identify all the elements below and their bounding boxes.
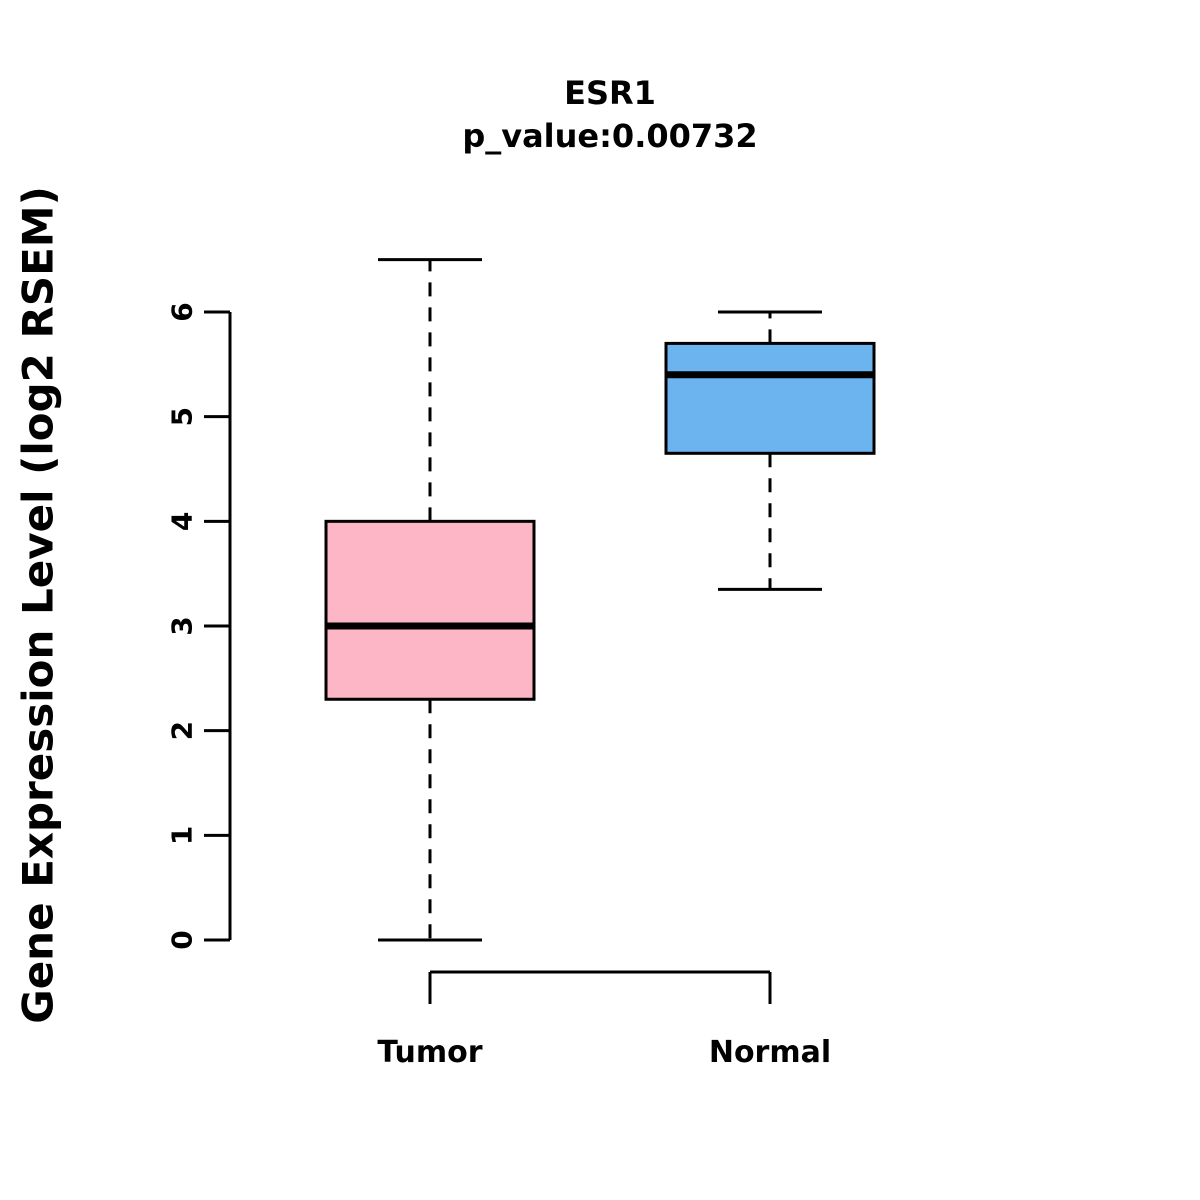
y-tick-label: 3 xyxy=(166,616,199,635)
title-block: ESR1 p_value:0.00732 xyxy=(10,72,1200,158)
y-tick-label: 0 xyxy=(166,930,199,949)
category-label-normal: Normal xyxy=(709,1035,831,1070)
y-tick-label: 4 xyxy=(166,512,199,531)
y-tick-label: 2 xyxy=(166,721,199,740)
y-tick-label: 5 xyxy=(166,407,199,426)
category-label-tumor: Tumor xyxy=(377,1035,482,1070)
chart-title: ESR1 xyxy=(564,74,656,112)
tumor-box xyxy=(324,519,536,701)
y-tick-label: 1 xyxy=(166,826,199,845)
normal-box xyxy=(664,341,876,455)
chart-subtitle: p_value:0.00732 xyxy=(462,117,758,156)
y-tick-label: 6 xyxy=(166,302,199,321)
